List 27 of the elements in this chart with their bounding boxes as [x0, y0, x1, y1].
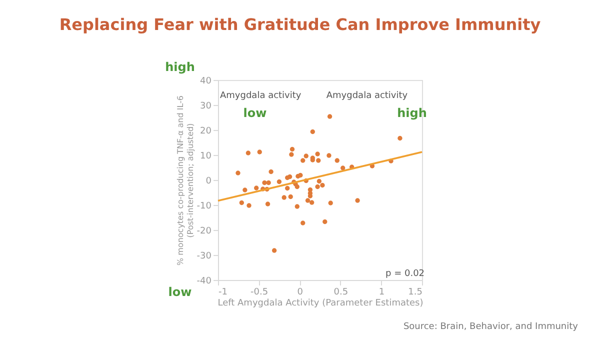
text: (Post-intervention; adjusted) — [186, 123, 195, 238]
text: % monocytes co-producing TNF-α and IL-6 — [176, 96, 185, 266]
x-tick-label: 0 — [297, 288, 304, 298]
text: high — [165, 60, 195, 74]
annotation: Amygdala activity — [326, 91, 408, 101]
text: low — [168, 285, 192, 299]
x-axis-title: Left Amygdala Activity (Parameter Estimates) — [218, 298, 424, 308]
y-tick-label: 20 — [200, 126, 212, 136]
annotation: high — [397, 106, 427, 120]
y-tick-label: -40 — [196, 276, 212, 286]
y-tick-label: 10 — [200, 152, 212, 162]
annotation: p = 0.02 — [385, 269, 425, 279]
x-tick-label: 0.5 — [334, 288, 348, 298]
y-tick-label: -20 — [196, 226, 212, 236]
x-tick-label: -0.5 — [250, 288, 268, 298]
annotation: low — [243, 106, 267, 120]
y-tick-label: 0 — [206, 176, 212, 186]
x-tick-label: -1 — [218, 288, 228, 298]
x-tick-label: 1 — [378, 288, 385, 298]
y-tick-label: -10 — [196, 202, 212, 212]
annotation: Amygdala activity — [220, 91, 302, 101]
y-tick-label: 30 — [200, 102, 212, 112]
y-tick-label: 40 — [200, 76, 212, 86]
source-note: Source: Brain, Behavior, and Immunity — [403, 322, 579, 332]
chart-title: Replacing Fear with Gratitude Can Improve Immunity — [59, 15, 542, 34]
x-tick-label: 1.5 — [408, 288, 422, 298]
y-tick-label: -30 — [196, 252, 212, 262]
